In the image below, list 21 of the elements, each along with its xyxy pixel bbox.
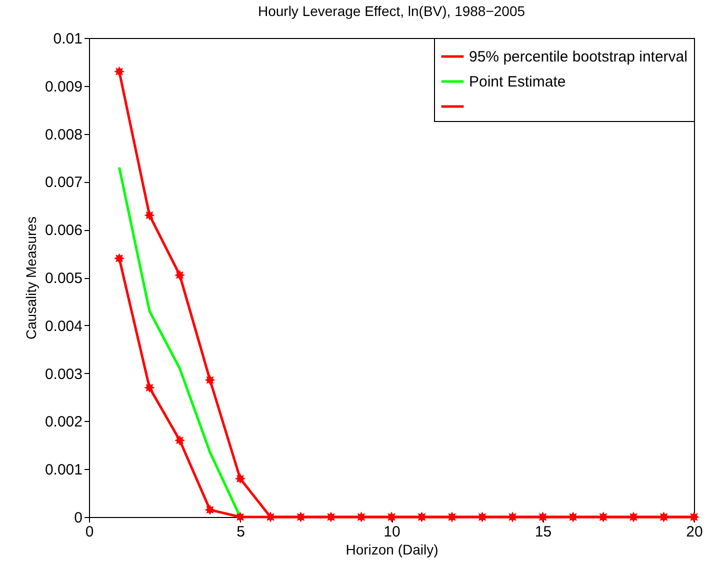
y-tick-label: 0.009	[44, 78, 82, 96]
x-tick-label: 10	[384, 524, 400, 540]
y-tick-label: 0.005	[44, 270, 82, 287]
x-tick-label: 5	[236, 524, 245, 540]
y-tick-label: 0.003	[44, 366, 82, 383]
y-tick-label: 0.002	[44, 414, 82, 431]
y-tick-label: 0.008	[44, 126, 82, 144]
legend-label: Point Estimate	[469, 74, 566, 90]
y-axis-title: Causality Measures	[22, 216, 39, 340]
y-tick-label: 0	[74, 510, 82, 526]
legend-label: 95% percentile bootstrap interval	[469, 48, 688, 66]
y-tick-label: 0.01	[53, 30, 82, 48]
chart-title: Hourly Leverage Effect, ln(BV), 1988−2005	[258, 3, 526, 19]
x-axis-title: Horizon (Daily)	[346, 542, 438, 558]
y-tick-label: 0.004	[44, 318, 82, 335]
x-tick-label: 15	[534, 524, 552, 540]
y-tick-label: 0.001	[44, 462, 82, 479]
x-tick-label: 20	[686, 524, 703, 540]
y-tick-label: 0.007	[44, 174, 82, 192]
y-tick-label: 0.006	[44, 222, 82, 240]
x-tick-label: 0	[85, 524, 94, 540]
